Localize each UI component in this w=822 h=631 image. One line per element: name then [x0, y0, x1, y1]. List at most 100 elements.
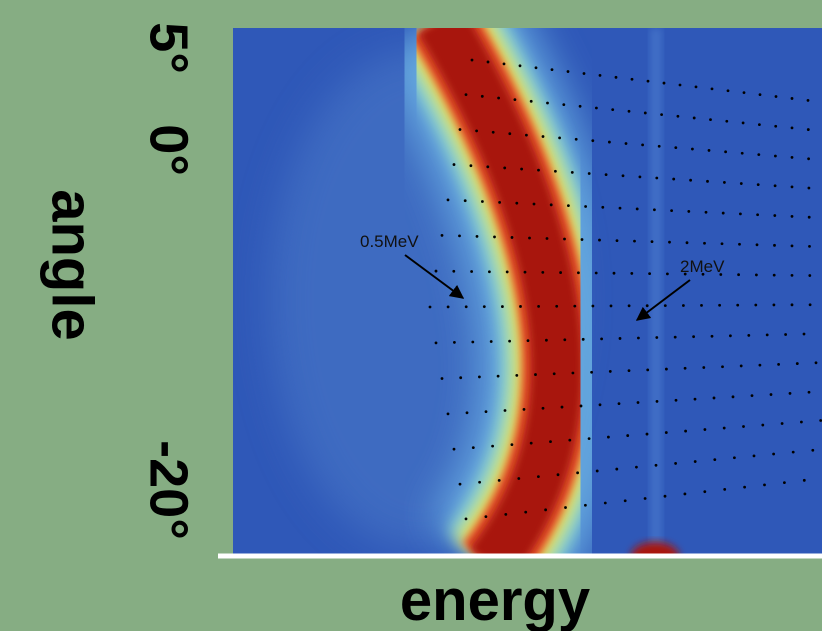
annotation: 0.5MeV	[360, 232, 419, 251]
dot	[655, 464, 658, 467]
dot	[487, 61, 490, 64]
dot	[738, 243, 741, 246]
dot	[573, 305, 576, 308]
dot	[684, 367, 687, 370]
dot	[607, 436, 610, 439]
dot	[721, 365, 724, 368]
dot	[503, 167, 506, 170]
dot	[791, 215, 794, 218]
dot	[465, 517, 468, 520]
dot	[541, 271, 544, 274]
dot	[695, 86, 698, 89]
dot	[598, 239, 601, 242]
dot	[742, 425, 745, 428]
dot	[777, 363, 780, 366]
y-tick-label: -20°	[139, 440, 199, 540]
dot	[658, 145, 661, 148]
dot	[703, 242, 706, 245]
dot	[478, 481, 481, 484]
dot	[737, 273, 740, 276]
dot	[577, 271, 580, 274]
dot	[498, 201, 501, 204]
dot	[561, 406, 564, 409]
dot	[485, 515, 488, 518]
annotation: 2MeV	[680, 257, 725, 276]
dot	[646, 433, 649, 436]
dot	[711, 87, 714, 90]
dot	[756, 213, 759, 216]
dot	[663, 82, 666, 85]
dot	[679, 84, 682, 87]
dot	[590, 371, 593, 374]
dot	[530, 100, 533, 103]
dot	[694, 398, 697, 401]
dot	[636, 208, 639, 211]
dot	[628, 110, 631, 113]
dot	[545, 339, 548, 342]
dot	[753, 454, 756, 457]
dot	[490, 340, 493, 343]
dot	[493, 236, 496, 239]
dot	[684, 430, 687, 433]
dot	[647, 80, 650, 83]
dot	[693, 117, 696, 120]
dot	[498, 479, 501, 482]
dot	[582, 338, 585, 341]
dot	[803, 479, 806, 482]
figure: 0.5MeV 2MeV 5° 0° -20° angle energy	[0, 0, 822, 631]
dot	[664, 304, 667, 307]
dot	[807, 99, 810, 102]
dot	[503, 62, 506, 65]
dot	[646, 368, 649, 371]
dot	[775, 95, 778, 98]
dot	[741, 152, 744, 155]
dot	[660, 113, 663, 116]
dot	[742, 122, 745, 125]
dot	[537, 475, 540, 478]
dot	[568, 439, 571, 442]
dot	[481, 200, 484, 203]
dot	[763, 483, 766, 486]
dot	[591, 139, 594, 142]
dot	[481, 95, 484, 98]
dot	[584, 205, 587, 208]
dot	[441, 377, 444, 380]
dot	[555, 305, 558, 308]
dot	[656, 400, 659, 403]
dot	[791, 127, 794, 130]
dot	[665, 368, 668, 371]
dot	[609, 370, 612, 373]
dot	[608, 141, 611, 144]
dot	[483, 305, 486, 308]
x-axis-label: energy	[400, 568, 590, 631]
dot	[511, 236, 514, 239]
dot	[674, 146, 677, 149]
dot	[757, 153, 760, 156]
dot	[677, 115, 680, 118]
dot	[637, 337, 640, 340]
dot	[615, 76, 618, 79]
dot	[524, 511, 527, 514]
dot	[637, 401, 640, 404]
dot	[504, 513, 507, 516]
dot	[511, 443, 514, 446]
dot	[571, 171, 574, 174]
dot	[452, 270, 455, 273]
dot	[542, 135, 545, 138]
dot	[682, 304, 685, 307]
dot	[624, 499, 627, 502]
dot	[692, 335, 695, 338]
dot	[727, 89, 730, 92]
dot	[633, 240, 636, 243]
dot	[705, 211, 708, 214]
dot	[630, 272, 633, 275]
dot	[674, 462, 677, 465]
dot	[791, 244, 794, 247]
dot	[725, 120, 728, 123]
dot	[751, 394, 754, 397]
dot	[613, 272, 616, 275]
dot	[655, 177, 658, 180]
dot	[486, 165, 489, 168]
dot	[736, 304, 739, 307]
dot	[563, 338, 566, 341]
